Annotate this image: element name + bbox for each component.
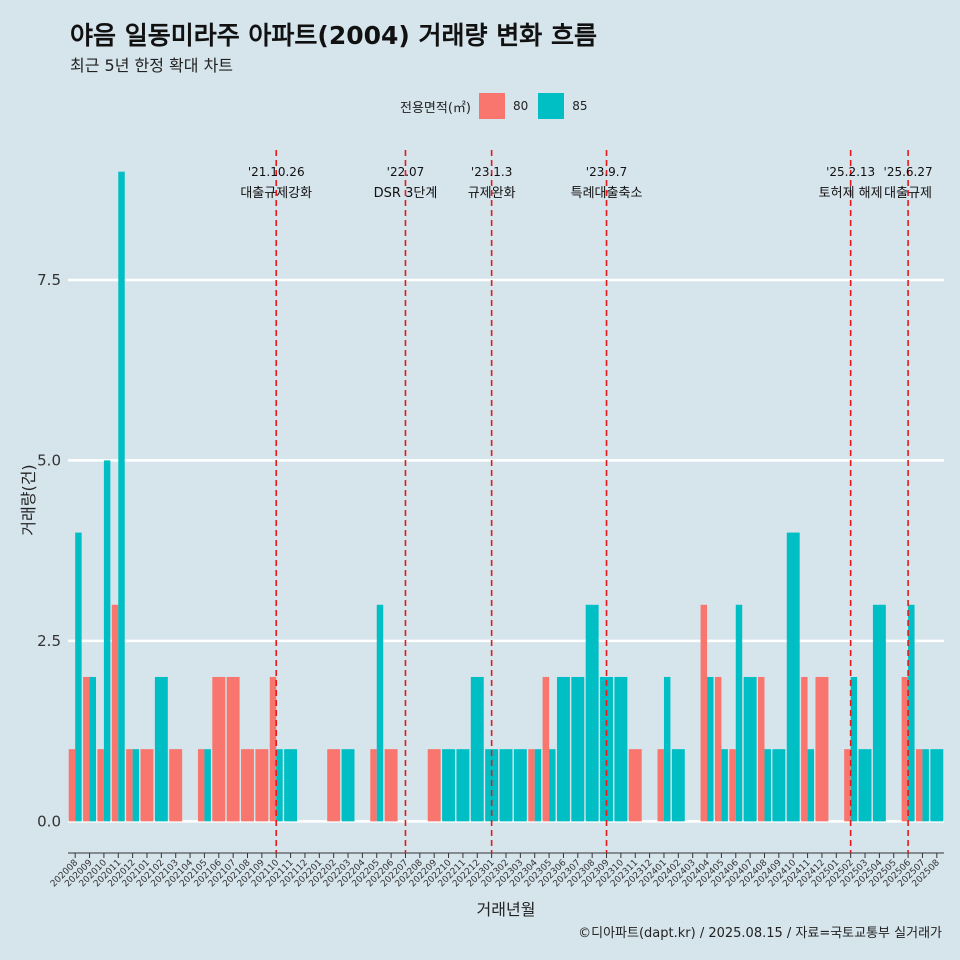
bar-202408-80 (758, 676, 765, 822)
bar-202111-85 (284, 749, 298, 822)
bar-202110-85 (276, 749, 283, 822)
event-label-1: DSR 3단계 (374, 186, 438, 201)
bar-202012-80 (126, 749, 133, 822)
y-tick-label: 0.0 (37, 812, 61, 830)
bar-202008-85 (75, 532, 82, 822)
chart-title: 야음 일동미라주 아파트(2004) 거래량 변화 흐름 (70, 21, 597, 50)
bar-202508-85 (930, 749, 944, 822)
event-label-0: 대출규제강화 (240, 186, 312, 201)
bar-202410-85 (786, 532, 800, 822)
legend-label-85: 85 (572, 99, 588, 113)
chart-subtitle: 최근 5년 한정 확대 차트 (70, 56, 234, 75)
bar-202105-80 (197, 749, 205, 822)
bar-202506-85 (908, 604, 915, 822)
bar-202109-80 (255, 749, 269, 822)
bar-202308-85 (585, 604, 599, 822)
bar-202310-85 (614, 676, 628, 822)
bar-202411-85 (807, 749, 815, 822)
bar-202307-85 (571, 676, 585, 822)
legend: 전용면적(㎡) 80 85 (400, 93, 598, 119)
bar-202507-80 (915, 749, 923, 822)
bar-202411-80 (801, 676, 808, 822)
bar-202407-85 (743, 676, 757, 822)
legend-item-80: 80 (478, 93, 529, 119)
bar-202012-85 (132, 749, 140, 822)
legend-swatch-80 (478, 93, 505, 119)
event-date-5: '25.6.27 (884, 165, 933, 179)
legend-title: 전용면적(㎡) (400, 100, 471, 116)
y-tick-label: 5.0 (37, 451, 61, 469)
bar-202210-85 (442, 749, 456, 822)
bar-202203-85 (341, 749, 355, 822)
bar-202008-80 (68, 749, 76, 822)
bar-202010-85 (103, 460, 111, 822)
bar-202406-80 (729, 749, 736, 822)
bar-202305-85 (549, 749, 556, 822)
bar-202504-85 (872, 604, 886, 822)
bar-202303-85 (513, 749, 527, 822)
bar-202009-85 (89, 676, 97, 822)
legend-label-80: 80 (512, 99, 529, 113)
bar-202202-80 (327, 749, 341, 822)
bar-202110-80 (269, 676, 277, 822)
event-date-4: '25.2.13 (826, 165, 875, 179)
bar-202502-85 (850, 676, 858, 822)
bar-202205-80 (370, 749, 377, 822)
event-label-2: 규제완화 (468, 186, 516, 201)
bar-202211-85 (456, 749, 470, 822)
bar-202011-85 (118, 171, 125, 822)
event-date-1: '22.07 (387, 165, 425, 179)
y-tick-label: 2.5 (37, 632, 61, 650)
bar-202409-85 (772, 749, 786, 822)
bar-202106-80 (212, 676, 226, 822)
event-date-2: '23.1.3 (471, 165, 512, 179)
legend-swatch-85 (538, 93, 565, 119)
bar-202302-85 (499, 749, 513, 822)
bar-202311-80 (628, 749, 642, 822)
bar-202408-85 (764, 749, 771, 822)
y-tick-label: 7.5 (37, 271, 61, 289)
bar-202107-80 (226, 676, 240, 822)
source-credit: ©디아파트(dapt.kr) / 2025.08.15 / 자료=국토교통부 실… (578, 926, 942, 941)
bar-202205-85 (376, 604, 384, 822)
bar-202309-85 (600, 676, 613, 822)
bar-202304-85 (534, 749, 542, 822)
bar-202103-80 (169, 749, 183, 822)
bar-202506-80 (901, 676, 909, 822)
bar-202401-85 (663, 676, 671, 822)
bar-202401-80 (657, 749, 664, 822)
legend-item-85: 85 (538, 93, 588, 119)
bar-202507-85 (922, 749, 929, 822)
x-axis-title: 거래년월 (477, 900, 536, 919)
bar-202108-80 (241, 749, 254, 822)
bar-202209-80 (427, 749, 441, 822)
bar-202404-80 (700, 604, 708, 822)
bar-202402-85 (671, 749, 685, 822)
bar-202304-80 (528, 749, 535, 822)
y-axis-title: 거래량(건) (19, 464, 38, 535)
bar-202306-85 (556, 676, 570, 822)
bar-202503-85 (858, 749, 872, 822)
bar-202011-80 (111, 604, 119, 822)
bar-202405-85 (721, 749, 728, 822)
event-label-4: 토허제 해제 (819, 186, 883, 201)
bar-202010-80 (97, 749, 104, 822)
bar-202502-80 (844, 749, 851, 822)
bar-202101-80 (140, 749, 154, 822)
bar-202406-85 (735, 604, 743, 822)
bar-202404-85 (707, 676, 714, 822)
bar-202206-80 (384, 749, 398, 822)
bar-202105-85 (204, 749, 211, 822)
event-date-0: '21.10.26 (248, 165, 305, 179)
bar-202009-80 (83, 676, 90, 822)
event-date-3: '23.9.7 (586, 165, 627, 179)
bar-202305-80 (542, 676, 550, 822)
bar-202412-80 (815, 676, 829, 822)
event-label-5: 대출규제 (884, 186, 932, 201)
event-label-3: 특례대출축소 (571, 186, 643, 201)
bar-202405-80 (714, 676, 722, 822)
bar-202212-85 (470, 676, 484, 822)
bar-202102-85 (154, 676, 168, 822)
